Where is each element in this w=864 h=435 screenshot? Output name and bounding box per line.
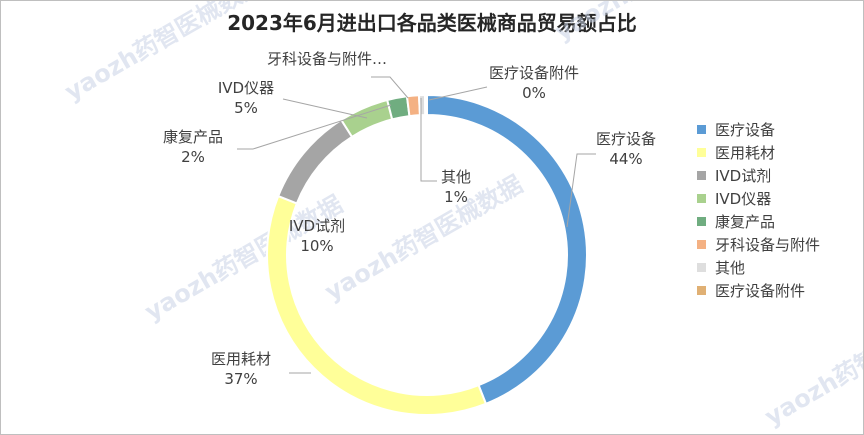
- legend-item-牙科设备与附件: 牙科设备与附件: [697, 233, 820, 256]
- legend-label: 医疗设备: [715, 121, 776, 139]
- leader-line-其他: [420, 98, 437, 182]
- legend-item-IVD试剂: IVD试剂: [697, 164, 820, 187]
- slice-value-其他: 1%: [444, 188, 468, 206]
- legend-swatch: [697, 217, 706, 226]
- legend-label: 康复产品: [715, 213, 776, 231]
- slice-value-IVD试剂: 10%: [300, 237, 333, 255]
- legend-swatch: [697, 286, 706, 295]
- slice-value-IVD仪器: 5%: [234, 99, 258, 117]
- slice-label-医用耗材: 医用耗材: [211, 350, 271, 368]
- slice-label-医疗设备: 医疗设备: [596, 130, 656, 148]
- slice-IVD试剂: [276, 118, 354, 205]
- slice-label-IVD仪器: IVD仪器: [218, 79, 274, 97]
- watermark-text: yaozh药智医械数据: [550, 1, 757, 46]
- leader-line-牙科设备与附件: [371, 76, 409, 99]
- leader-line-IVD仪器: [282, 98, 368, 119]
- legend-swatch: [697, 125, 706, 134]
- slice-label-康复产品: 康复产品: [163, 128, 223, 146]
- slice-医疗设备: [426, 93, 588, 406]
- slice-康复产品: [385, 95, 411, 121]
- leader-line-医疗设备附件: [428, 86, 488, 101]
- watermark-text: yaozh药智医械数据: [760, 295, 863, 431]
- legend-label: IVD试剂: [715, 167, 772, 185]
- legend-label: 牙科设备与附件: [715, 236, 821, 254]
- legend-label: IVD仪器: [715, 190, 772, 208]
- legend-label: 其他: [715, 259, 746, 277]
- legend-label: 医疗设备附件: [715, 282, 806, 300]
- slice-value-医用耗材: 37%: [224, 370, 257, 388]
- slice-label-牙科设备与附件: 牙科设备与附件…: [267, 50, 387, 68]
- legend-swatch: [697, 194, 706, 203]
- chart-legend: 医疗设备医用耗材 IVD试剂 IVD仪器康复产品牙科设备与附件 其他医疗设备附件: [697, 118, 820, 302]
- leader-lines: [237, 76, 596, 374]
- legend-swatch: [697, 263, 706, 272]
- slice-label-IVD试剂: IVD试剂: [289, 217, 345, 235]
- legend-item-康复产品: 康复产品: [697, 210, 820, 233]
- slice-labels: 医疗设备 44% 医用耗材 37% IVD试剂 10% IVD仪器 5% 康复产品 2% 牙科设备与…: [163, 50, 656, 388]
- legend-swatch: [697, 148, 706, 157]
- watermark-text: yaozh药智医械数据: [320, 170, 527, 306]
- legend-swatch: [697, 240, 706, 249]
- legend-item-其他: 其他: [697, 256, 820, 279]
- slice-牙科设备与附件: [405, 94, 422, 118]
- legend-item-IVD仪器: IVD仪器: [697, 187, 820, 210]
- donut-slices: [266, 93, 588, 416]
- leader-line-康复产品: [237, 104, 392, 150]
- slice-value-医疗设备附件: 0%: [522, 84, 546, 102]
- leader-line-医疗设备: [566, 153, 596, 228]
- legend-item-医用耗材: 医用耗材: [697, 141, 820, 164]
- slice-label-医疗设备附件: 医疗设备附件: [489, 64, 579, 82]
- slice-value-康复产品: 2%: [181, 148, 205, 166]
- legend-item-医疗设备: 医疗设备: [697, 118, 820, 141]
- chart-title: 2023年6月进出口各品类医械商品贸易额占比: [227, 11, 637, 35]
- legend-item-医疗设备附件: 医疗设备附件: [697, 279, 820, 302]
- slice-value-医疗设备: 44%: [609, 150, 642, 168]
- watermark-text: yaozh药智医械数据: [140, 190, 347, 326]
- legend-label: 医用耗材: [715, 144, 776, 162]
- slice-label-其他: 其他: [441, 168, 471, 186]
- legend-swatch: [697, 171, 706, 180]
- slice-医疗设备附件: [423, 93, 428, 117]
